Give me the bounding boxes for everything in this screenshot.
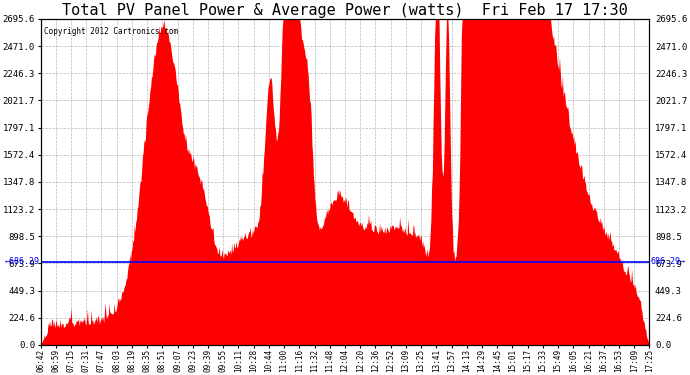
Title: Total PV Panel Power & Average Power (watts)  Fri Feb 17 17:30: Total PV Panel Power & Average Power (wa… [62, 3, 628, 18]
Text: 686.29→: 686.29→ [650, 257, 685, 266]
Text: ←686.29: ←686.29 [5, 257, 40, 266]
Text: Copyright 2012 Cartronics.com: Copyright 2012 Cartronics.com [43, 27, 178, 36]
